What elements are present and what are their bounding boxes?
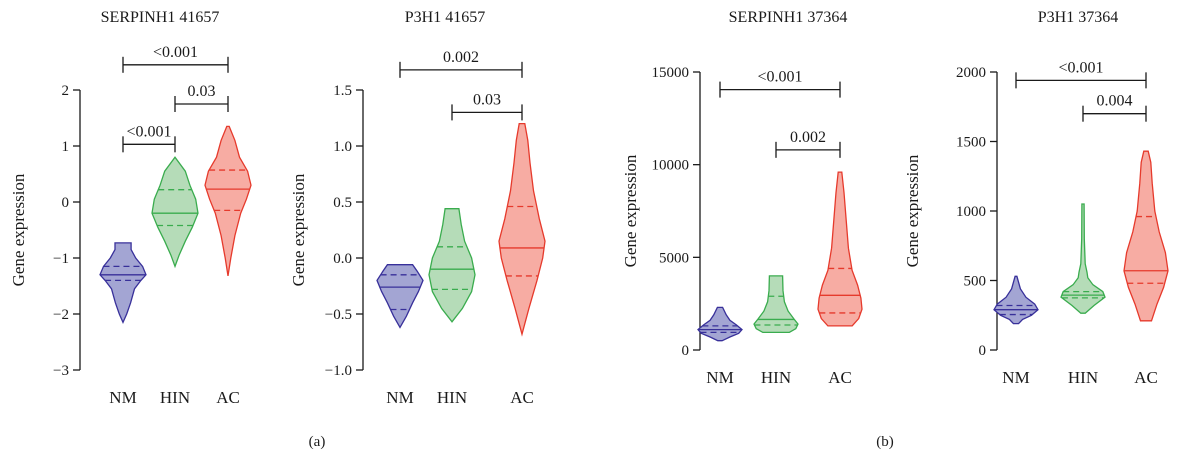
violin-nm xyxy=(993,275,1039,325)
violin-nm xyxy=(697,306,743,342)
p-value-label: <0.001 xyxy=(126,123,171,140)
p-value-label: 0.03 xyxy=(188,83,216,100)
y-tick-label: 500 xyxy=(964,274,987,290)
p-value-label: 0.002 xyxy=(443,49,479,66)
violin-nm xyxy=(376,264,424,329)
y-axis-label: Gene expression xyxy=(903,154,922,267)
p-value-label: <0.001 xyxy=(757,69,802,86)
significance-bracket: 0.03 xyxy=(451,91,523,121)
significance-bracket: 0.002 xyxy=(399,49,523,78)
y-tick-label: 1000 xyxy=(956,204,986,220)
p-value-label: 0.004 xyxy=(1097,93,1133,110)
violin-ac xyxy=(1123,150,1169,322)
significance-bracket: 0.03 xyxy=(174,83,229,112)
y-tick-label: 0 xyxy=(62,195,70,211)
chart-4: P3H1 37364 Gene expression 2000 1500 1000 500… xyxy=(903,9,1169,387)
y-tick-label: −1.0 xyxy=(325,363,352,379)
violin-hin xyxy=(428,208,476,323)
x-category-label: AC xyxy=(828,368,852,387)
x-category-label: AC xyxy=(1134,368,1158,387)
x-category-label: HIN xyxy=(160,388,190,407)
chart-1: SERPINH1 41657 Gene expression 2 1 0 −1 −2 −3 NM… xyxy=(9,9,252,407)
y-axis-label: Gene expression xyxy=(621,154,640,267)
chart-2: P3H1 41657 Gene expression 1.5 1.0 0.5 0.0 −0.… xyxy=(289,9,546,407)
y-tick-label: −1 xyxy=(53,251,69,267)
y-tick-label: 0.5 xyxy=(333,195,352,211)
significance-bracket: 0.004 xyxy=(1082,93,1147,122)
significance-bracket: <0.001 xyxy=(1015,59,1147,89)
y-tick-label: 0.0 xyxy=(333,251,352,267)
violin-hin xyxy=(753,275,799,334)
x-category-label: NM xyxy=(706,368,733,387)
p-value-label: 0.03 xyxy=(473,91,501,108)
y-tick-label: 1500 xyxy=(956,135,986,151)
y-tick-label: −0.5 xyxy=(325,307,352,323)
chart-3: SERPINH1 37364 Gene expression 15000 10000 5… xyxy=(621,9,863,387)
x-category-label: HIN xyxy=(437,388,467,407)
y-tick-label: −3 xyxy=(53,363,69,379)
y-tick-label: 2000 xyxy=(956,65,986,81)
y-axis-label: Gene expression xyxy=(289,173,308,286)
y-tick-label: 10000 xyxy=(652,158,690,174)
y-tick-label: 2 xyxy=(62,83,70,99)
y-tick-label: 5000 xyxy=(659,250,689,266)
y-tick-label: 0 xyxy=(979,343,987,359)
significance-bracket: <0.001 xyxy=(122,44,229,73)
chart-title: P3H1 37364 xyxy=(1038,9,1118,26)
significance-bracket: 0.002 xyxy=(775,129,841,158)
x-category-label: HIN xyxy=(1068,368,1098,387)
violin-hin xyxy=(151,156,199,269)
p-value-label: <0.001 xyxy=(153,44,198,61)
x-category-label: AC xyxy=(510,388,534,407)
violin-ac xyxy=(204,125,252,277)
y-tick-label: 1.0 xyxy=(333,139,352,155)
y-tick-label: −2 xyxy=(53,307,69,323)
y-tick-label: 1 xyxy=(62,139,70,155)
y-tick-label: 15000 xyxy=(652,65,690,81)
y-tick-label: 0 xyxy=(682,343,690,359)
panel-label-b: (b) xyxy=(876,434,894,450)
y-axis-label: Gene expression xyxy=(9,173,28,286)
y-tick-label: 1.5 xyxy=(333,83,352,99)
x-category-label: NM xyxy=(109,388,136,407)
violin-ac xyxy=(498,122,546,337)
violin-ac xyxy=(817,171,863,327)
violin-hin xyxy=(1060,203,1106,314)
p-value-label: <0.001 xyxy=(1058,59,1103,76)
x-category-label: AC xyxy=(216,388,240,407)
chart-title: SERPINH1 37364 xyxy=(729,9,848,26)
x-category-label: NM xyxy=(386,388,413,407)
violin-nm xyxy=(99,242,147,325)
chart-title: P3H1 41657 xyxy=(405,9,485,26)
chart-title: SERPINH1 41657 xyxy=(101,9,220,26)
x-category-label: HIN xyxy=(761,368,791,387)
panel-label-a: (a) xyxy=(309,434,326,450)
significance-bracket: <0.001 xyxy=(719,69,841,98)
significance-bracket: <0.001 xyxy=(122,123,176,153)
p-value-label: 0.002 xyxy=(790,129,826,146)
x-category-label: NM xyxy=(1002,368,1029,387)
